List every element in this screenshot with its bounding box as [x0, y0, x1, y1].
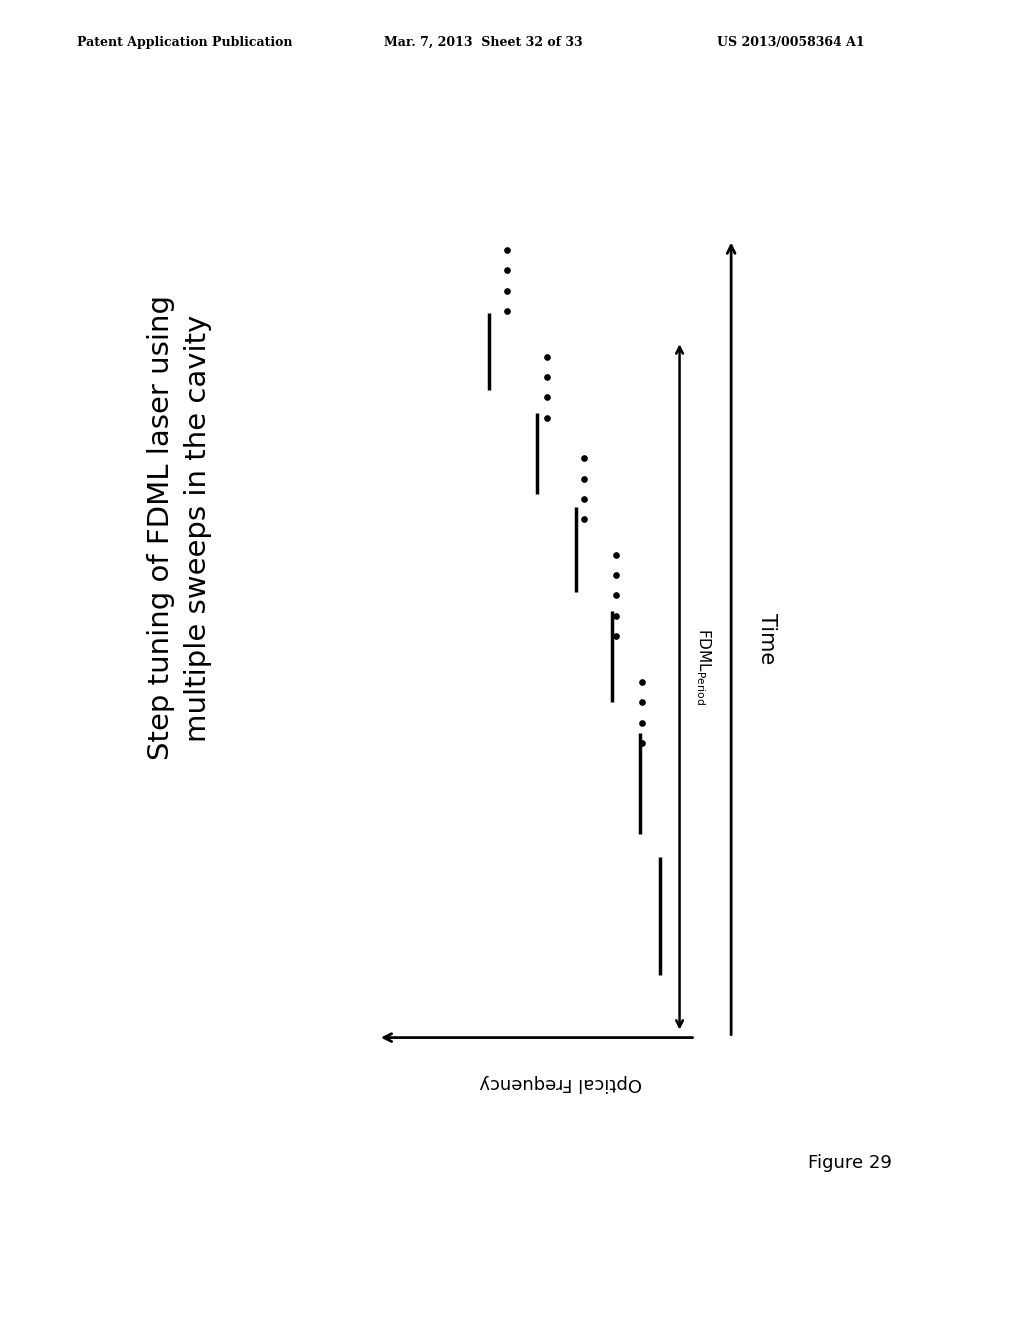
Text: $\mathrm{FDML}_{\mathrm{Period}}$: $\mathrm{FDML}_{\mathrm{Period}}$ — [694, 628, 713, 705]
Text: Step tuning of FDML laser using
multiple sweeps in the cavity: Step tuning of FDML laser using multiple… — [146, 296, 212, 760]
Text: Mar. 7, 2013  Sheet 32 of 33: Mar. 7, 2013 Sheet 32 of 33 — [384, 36, 583, 49]
Text: Patent Application Publication: Patent Application Publication — [77, 36, 292, 49]
Text: Figure 29: Figure 29 — [808, 1154, 892, 1172]
Text: Time: Time — [757, 612, 777, 664]
Text: Optical Frequency: Optical Frequency — [479, 1074, 642, 1093]
Text: US 2013/0058364 A1: US 2013/0058364 A1 — [717, 36, 864, 49]
